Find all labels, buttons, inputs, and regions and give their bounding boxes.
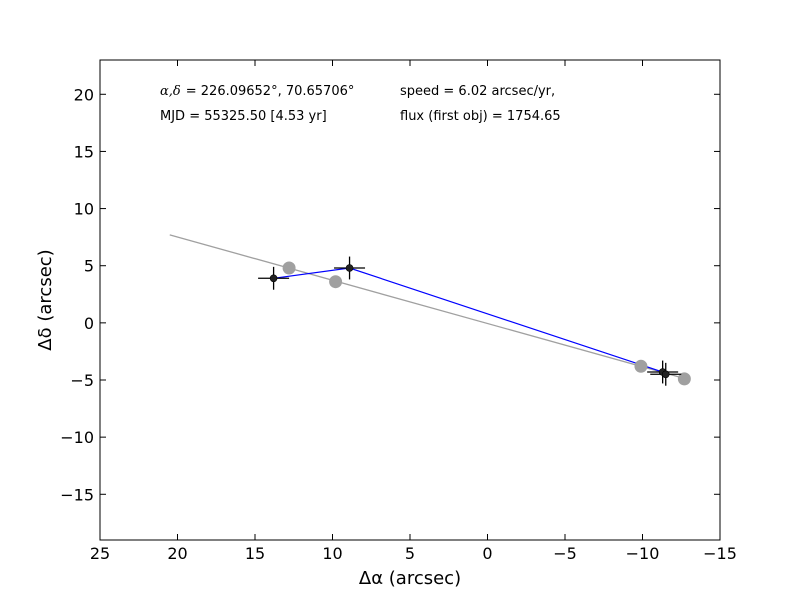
x-tick-label: 10	[322, 544, 342, 563]
y-tick-label: 15	[74, 142, 94, 161]
annotation-speed: speed = 6.02 arcsec/yr,	[400, 84, 555, 99]
fit-line	[169, 234, 687, 380]
observed-point	[345, 264, 354, 272]
y-tick-label: 5	[84, 257, 94, 276]
plot-frame	[99, 59, 721, 541]
x-tick-label: −5	[553, 544, 577, 563]
predicted-points-group	[282, 261, 691, 386]
error-bars-group	[258, 256, 682, 386]
x-tick-label: 25	[90, 544, 110, 563]
y-tick-label: 10	[74, 200, 94, 219]
x-tick-label: −15	[703, 544, 737, 563]
x-tick-label: 20	[167, 544, 187, 563]
y-axis-label: Δδ (arcsec)	[35, 249, 56, 350]
observed-points-group	[269, 264, 670, 379]
x-ticks-group: 25 20 15 10 5 0 −5 −10 −15	[90, 60, 737, 563]
annotation-flux: flux (first obj) = 1754.65	[400, 109, 561, 124]
y-tick-label: 0	[84, 314, 94, 333]
annotation-coords-values: = 226.09652°, 70.65706°	[186, 84, 355, 99]
annotation-coords-prefix: α,δ	[160, 84, 181, 99]
x-tick-label: 0	[482, 544, 492, 563]
y-tick-label: 20	[74, 85, 94, 104]
predicted-point	[634, 359, 648, 373]
annotation-coords: α,δ = 226.09652°, 70.65706°	[160, 84, 354, 99]
predicted-point	[329, 275, 343, 289]
predicted-point	[677, 372, 691, 386]
y-tick-label: −10	[60, 428, 94, 447]
observed-point	[269, 274, 278, 283]
y-tick-label: −5	[70, 371, 94, 390]
x-tick-label: 5	[405, 544, 415, 563]
observed-point	[661, 370, 670, 379]
x-axis-label: Δα (arcsec)	[359, 568, 461, 589]
annotation-mjd: MJD = 55325.50 [4.53 yr]	[160, 109, 327, 124]
x-tick-label: 15	[245, 544, 265, 563]
fit-line-group	[169, 234, 687, 380]
x-tick-label: −10	[626, 544, 660, 563]
predicted-point	[282, 261, 296, 275]
y-tick-label: −15	[60, 485, 94, 504]
y-ticks-group: −15 −10 −5 0 5 10 15 20	[60, 85, 720, 504]
